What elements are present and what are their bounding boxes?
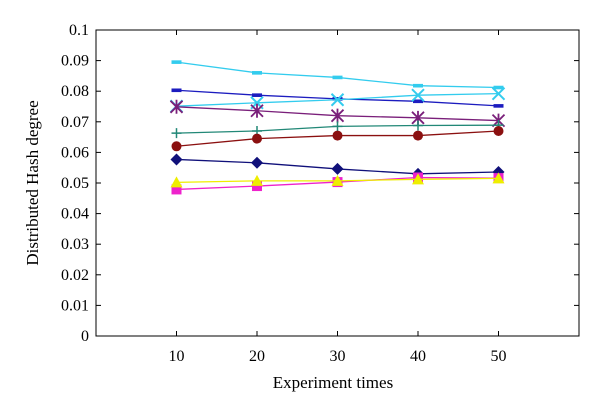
y-tick-label: 0.05 (61, 175, 89, 192)
y-tick-label: 0.02 (61, 267, 89, 284)
data-point-triangle (251, 174, 263, 186)
x-tick-label: 30 (330, 348, 346, 365)
data-point-x (491, 86, 506, 101)
data-point-diamond (251, 156, 263, 169)
x-axis-title: Experiment times (273, 373, 393, 392)
series-5 (171, 120, 504, 139)
data-point-diamond (170, 153, 183, 166)
y-tick-label: 0.04 (61, 206, 89, 223)
x-tick-label: 10 (169, 348, 185, 365)
data-point-dash (413, 99, 423, 104)
data-point-triangle (170, 176, 183, 188)
data-point-circle (493, 125, 504, 136)
data-point-star (250, 103, 264, 118)
data-point-triangle (412, 173, 424, 185)
y-tick-label: 0.06 (61, 144, 89, 161)
data-point-x (330, 93, 345, 107)
x-axis: 10 20 30 40 50 (169, 30, 507, 365)
series-6 (171, 125, 504, 152)
x-tick-label: 20 (249, 348, 265, 365)
series-1 (171, 60, 504, 90)
data-point-dash (171, 60, 182, 64)
x-tick-label: 40 (410, 348, 426, 365)
data-point-square (252, 181, 262, 192)
data-point-dash (493, 85, 504, 90)
series-layer (169, 60, 506, 195)
data-point-plus (171, 128, 182, 139)
data-point-triangle (492, 172, 505, 184)
data-point-star (330, 108, 345, 123)
y-axis-title: Distributed Hash degree (23, 100, 42, 265)
data-point-dash (252, 93, 262, 97)
y-tick-label: 0.08 (61, 83, 89, 100)
y-tick-label: 0.03 (61, 236, 89, 253)
data-point-circle (252, 133, 262, 144)
data-point-circle (171, 141, 182, 152)
y-axis: 0 0.01 0.02 0.03 0.04 0.05 0.06 0.07 0.08 0.09 0.1 (61, 22, 579, 345)
x-tick-label: 50 (491, 348, 507, 365)
data-point-triangle (331, 174, 344, 186)
data-point-star (169, 99, 184, 114)
y-tick-label: 0.1 (69, 22, 89, 39)
series-9 (170, 172, 505, 188)
data-point-dash (493, 104, 504, 108)
data-point-dash (332, 75, 343, 80)
data-point-dash (413, 83, 423, 88)
data-point-square (171, 184, 182, 195)
y-tick-label: 0.01 (61, 297, 89, 314)
data-point-plus (413, 120, 423, 131)
data-point-dash (252, 71, 262, 75)
y-tick-label: 0 (81, 328, 89, 345)
data-point-plus (332, 121, 343, 132)
y-tick-label: 0.07 (61, 114, 89, 131)
data-point-circle (413, 130, 423, 141)
y-tick-label: 0.09 (61, 53, 89, 70)
data-point-diamond (331, 162, 344, 175)
data-point-circle (332, 130, 343, 141)
data-point-x (411, 88, 425, 102)
data-point-dash (171, 88, 182, 93)
